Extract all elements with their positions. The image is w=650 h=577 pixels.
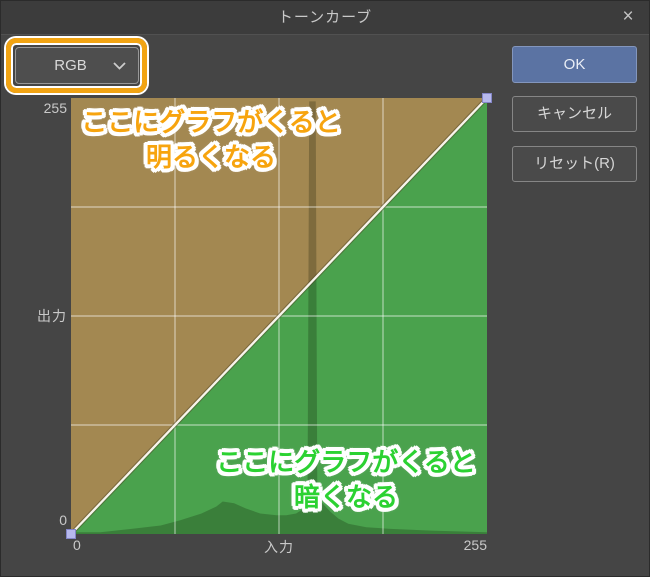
annotation-brighten-line2: 明るくなる — [145, 142, 276, 172]
y-axis-min-label: 0 — [59, 512, 67, 528]
channel-dropdown[interactable]: RGB — [15, 47, 139, 84]
annotation-brighten-line1: ここにグラフがくると — [81, 107, 341, 137]
y-axis-max-label: 255 — [43, 100, 67, 116]
annotation-darken-line1: ここにグラフがくると — [216, 447, 476, 477]
annotation-darken: ここにグラフがくると 暗くなる — [206, 445, 486, 515]
tone-curve-canvas[interactable] — [66, 93, 492, 539]
annotation-highlight-ring — [6, 38, 147, 93]
close-icon[interactable]: × — [622, 6, 634, 27]
annotation-darken-line2: 暗くなる — [293, 482, 398, 512]
channel-dropdown-value: RGB — [54, 57, 87, 74]
y-axis-title: 出力 — [37, 308, 67, 324]
tone-curve-line[interactable] — [70, 97, 488, 535]
ok-button[interactable]: OK — [512, 46, 637, 83]
tone-curve-graph[interactable] — [66, 93, 492, 539]
curve-handle[interactable] — [66, 529, 76, 539]
x-axis-title: 入力 — [264, 539, 294, 555]
x-axis-row: 0 入力 255 — [71, 537, 487, 555]
annotation-brighten: ここにグラフがくると 明るくなる — [70, 105, 352, 175]
curve-handle[interactable] — [482, 93, 492, 103]
x-axis-min-label: 0 — [73, 537, 81, 553]
x-axis-max-label: 255 — [463, 537, 487, 553]
reset-button[interactable]: リセット(R) — [512, 146, 637, 182]
cancel-button[interactable]: キャンセル — [512, 96, 637, 132]
dialog-title: トーンカーブ — [277, 9, 373, 26]
title-bar: トーンカーブ × — [1, 1, 649, 35]
chevron-down-icon — [113, 61, 126, 70]
